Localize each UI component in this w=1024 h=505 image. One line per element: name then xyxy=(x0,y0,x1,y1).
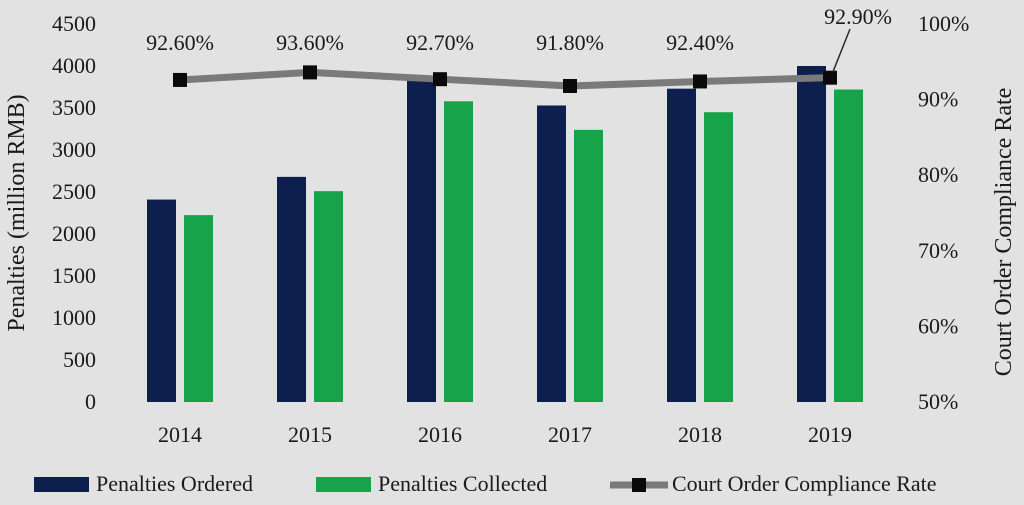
compliance-data-label: 91.80% xyxy=(536,30,604,55)
compliance-data-label: 93.60% xyxy=(276,30,344,55)
x-tick-label: 2016 xyxy=(418,422,462,447)
compliance-data-label: 92.40% xyxy=(666,30,734,55)
left-tick-label: 1000 xyxy=(52,305,96,330)
compliance-rate-line xyxy=(179,68,831,90)
bar-penalties-ordered xyxy=(407,80,436,402)
bar-penalties-ordered xyxy=(277,176,306,402)
compliance-rate-marker xyxy=(433,72,447,87)
compliance-data-label: 92.90% xyxy=(824,4,892,29)
x-tick-label: 2015 xyxy=(288,422,332,447)
legend-swatch-penalties-collected xyxy=(316,477,371,492)
right-tick-label: 70% xyxy=(918,238,958,263)
data-label-leader-line xyxy=(832,28,851,72)
compliance-rate-marker xyxy=(303,65,317,80)
right-tick-label: 80% xyxy=(918,162,958,187)
legend-swatch-compliance-marker xyxy=(632,478,646,492)
left-tick-label: 0 xyxy=(85,389,96,414)
compliance-line-layer xyxy=(173,65,837,93)
bar-penalties-ordered xyxy=(667,88,696,403)
left-tick-label: 3500 xyxy=(52,95,96,120)
compliance-rate-marker xyxy=(823,70,837,85)
left-tick-label: 4000 xyxy=(52,53,96,78)
bar-penalties-collected xyxy=(314,191,343,402)
x-tick-label: 2018 xyxy=(678,422,722,447)
bars xyxy=(147,66,863,403)
x-axis-ticks: 2014 2015 2016 2017 2018 2019 xyxy=(158,422,852,447)
right-tick-label: 50% xyxy=(918,389,958,414)
right-tick-label: 60% xyxy=(918,313,958,338)
right-axis-ticks: 50% 60% 70% 80% 90% 100% xyxy=(918,11,969,414)
legend-label-penalties-ordered: Penalties Ordered xyxy=(96,471,253,496)
x-tick-label: 2017 xyxy=(548,422,592,447)
left-tick-label: 3000 xyxy=(52,137,96,162)
left-tick-label: 2000 xyxy=(52,221,96,246)
bar-penalties-ordered xyxy=(147,199,176,402)
left-tick-label: 4500 xyxy=(52,11,96,36)
bar-penalties-ordered xyxy=(537,105,566,402)
left-tick-label: 2500 xyxy=(52,179,96,204)
x-tick-label: 2014 xyxy=(158,422,202,447)
compliance-data-label: 92.70% xyxy=(406,30,474,55)
right-axis-title: Court Order Compliance Rate xyxy=(991,88,1017,377)
legend: Penalties Ordered Penalties Collected Cour… xyxy=(34,471,937,496)
compliance-rate-marker xyxy=(173,72,187,87)
compliance-data-label: 92.60% xyxy=(146,30,214,55)
legend-label-penalties-collected: Penalties Collected xyxy=(378,471,547,496)
data-labels: 92.60% 93.60% 92.70% 91.80% 92.40% 92.90% xyxy=(146,4,892,72)
compliance-rate-marker xyxy=(563,78,577,93)
legend-swatch-penalties-ordered xyxy=(34,477,89,492)
right-tick-label: 90% xyxy=(918,87,958,112)
compliance-rate-marker xyxy=(693,74,707,89)
left-tick-label: 500 xyxy=(63,347,96,372)
x-tick-label: 2019 xyxy=(808,422,852,447)
bar-penalties-ordered xyxy=(797,66,826,402)
left-axis-ticks: 0 500 1000 1500 2000 2500 3000 3500 4000 4500 xyxy=(52,11,96,414)
bar-penalties-collected xyxy=(444,101,473,402)
right-tick-label: 100% xyxy=(918,11,969,36)
left-axis-title: Penalties (million RMB) xyxy=(4,94,30,331)
bar-penalties-collected xyxy=(834,89,863,403)
left-tick-label: 1500 xyxy=(52,263,96,288)
bar-penalties-collected xyxy=(704,112,733,402)
bar-penalties-collected xyxy=(184,215,213,402)
bar-penalties-collected xyxy=(574,129,603,402)
legend-label-compliance-rate: Court Order Compliance Rate xyxy=(672,471,937,496)
